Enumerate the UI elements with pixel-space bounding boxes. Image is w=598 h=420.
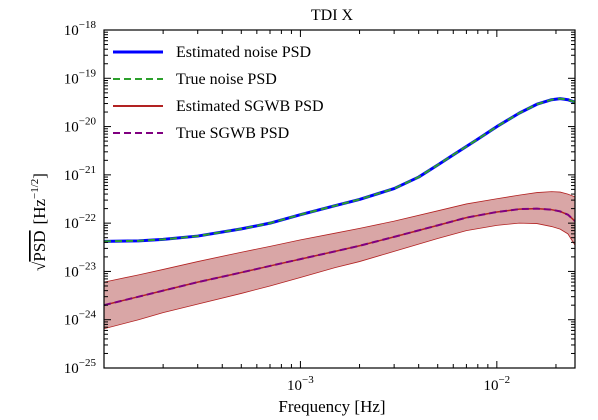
y-tick-label: 10−21 [64,164,96,184]
legend-label-estimated-noise-psd: Estimated noise PSD [176,44,311,61]
series-line-true-noise-psd [104,97,575,243]
y-tick-label: 10−18 [64,19,97,39]
plot-frame [103,29,576,369]
y-tick-label: 10−25 [64,357,97,377]
y-axis-label-root: PSD [30,230,49,261]
x-axis-label: Frequency [Hz] [278,397,385,416]
sgwb-uncertainty-band [104,191,575,330]
y-axis-label-radical: √ [30,261,49,271]
y-axis-label-unit: [Hz [30,199,49,225]
y-tick-label: 10−20 [64,116,97,136]
legend-label-true-noise-psd: True noise PSD [176,71,277,88]
y-tick-label: 10−24 [64,309,97,329]
y-axis-label-unit-close: ] [30,173,49,179]
chart-title: TDI X [311,7,354,24]
y-axis-label: √PSD [Hz−1/2] [29,173,49,271]
y-tick-label: 10−22 [64,212,96,232]
y-axis-label-unit-exponent: −1/2 [29,179,41,199]
legend-label-estimated-sgwb-psd: Estimated SGWB PSD [176,98,324,115]
x-tick-label: 10−3 [287,374,314,394]
x-tick-label: 10−2 [483,374,510,394]
plot-area [104,97,575,330]
axis-ticks: 10−18 10−19 10−20 10−21 10−22 10−23 10−24 10−25… [64,19,575,394]
series-layer [104,97,575,330]
y-tick-label: 10−23 [64,260,97,280]
svg-text:√PSD[Hz−1/2]: √PSD [Hz−1/2] [29,173,49,271]
legend-label-true-sgwb-psd: True SGWB PSD [176,125,289,142]
series-line-true-sgwb-psd [104,207,575,307]
y-tick-label: 10−19 [64,67,97,87]
legend: Estimated noise PSD True noise PSD Estimat… [113,44,324,142]
